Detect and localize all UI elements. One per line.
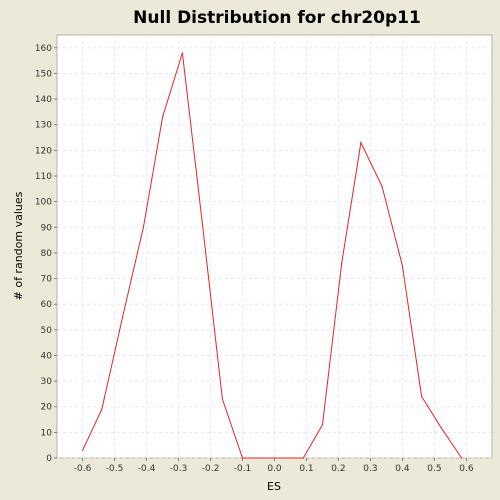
data-point <box>401 265 404 267</box>
y-tick-label: 150 <box>35 69 52 79</box>
y-tick-label: 0 <box>46 454 52 464</box>
y-tick-label: 50 <box>41 326 53 336</box>
x-tick-label: -0.5 <box>106 464 124 474</box>
data-point <box>321 424 324 426</box>
x-tick-label: -0.3 <box>170 464 188 474</box>
series-group <box>81 52 463 459</box>
data-point <box>341 262 343 264</box>
data-point <box>421 395 423 398</box>
x-tick-label: -0.2 <box>202 464 220 474</box>
gridlines <box>57 35 492 459</box>
data-point <box>302 457 304 459</box>
x-tick-label: 0.3 <box>363 464 377 474</box>
data-point <box>360 142 362 144</box>
data-point <box>121 316 124 318</box>
y-tick-label: 70 <box>41 275 53 285</box>
data-point <box>381 185 383 187</box>
x-axis-ticks: -0.6 -0.5 -0.4 -0.3 -0.2 -0.1 0.0 0.1 0.2 0.3 0.4 0… <box>74 458 474 474</box>
data-point <box>461 457 463 459</box>
data-point <box>81 449 84 451</box>
x-tick-label: -0.4 <box>138 464 156 474</box>
y-tick-label: 60 <box>41 300 53 310</box>
data-point <box>440 426 442 428</box>
y-tick-label: 130 <box>35 121 52 131</box>
x-tick-label: -0.1 <box>234 464 252 474</box>
y-tick-label: 40 <box>41 351 53 361</box>
y-tick-label: 90 <box>41 223 53 233</box>
x-tick-label: 0.5 <box>427 464 441 474</box>
y-tick-label: 20 <box>41 403 53 413</box>
y-tick-label: 100 <box>35 198 52 208</box>
x-tick-label: 0.2 <box>331 464 345 474</box>
data-point <box>161 116 164 118</box>
y-tick-label: 30 <box>41 377 53 387</box>
x-tick-label: -0.6 <box>74 464 92 474</box>
y-axis-label: # of random values <box>12 191 25 300</box>
data-point <box>142 226 144 228</box>
y-axis-ticks: 0 10 20 30 40 50 60 70 80 90 100 110 120 130 140 150 160 <box>35 44 57 464</box>
y-tick-label: 10 <box>41 428 53 438</box>
data-point <box>201 221 203 223</box>
x-tick-label: 0.6 <box>459 464 474 474</box>
chart-title: Null Distribution for chr20p11 <box>133 8 421 28</box>
y-tick-label: 120 <box>35 146 52 156</box>
data-point <box>241 457 244 459</box>
y-tick-label: 110 <box>35 172 52 182</box>
x-tick-label: 0.0 <box>267 464 282 474</box>
data-point <box>101 408 103 410</box>
data-point <box>181 52 183 54</box>
y-tick-label: 80 <box>41 249 53 259</box>
y-tick-label: 160 <box>35 44 52 54</box>
x-axis-label: ES <box>267 480 281 493</box>
data-point <box>273 457 276 459</box>
y-tick-label: 140 <box>35 95 52 105</box>
x-tick-label: 0.1 <box>299 464 313 474</box>
data-point <box>221 398 223 400</box>
x-tick-label: 0.4 <box>395 464 410 474</box>
